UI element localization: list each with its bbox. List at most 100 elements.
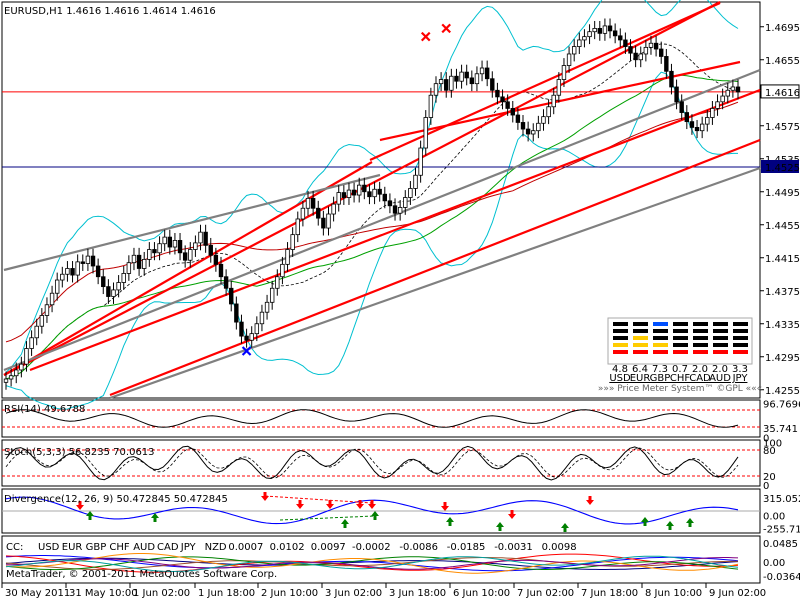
candle <box>720 88 725 110</box>
candle <box>223 269 229 296</box>
candle <box>444 72 449 98</box>
time-tick-label: 6 Jun 10:00 <box>453 588 510 599</box>
trend-line <box>3 173 381 272</box>
candle <box>172 233 178 255</box>
candle <box>638 46 643 68</box>
candle-body <box>24 348 29 365</box>
cc-currency-name: NZD <box>205 542 227 553</box>
meter-bar <box>633 350 648 354</box>
meter-bar <box>633 343 648 347</box>
candle <box>269 280 275 310</box>
candle <box>305 190 311 216</box>
candle <box>213 247 219 272</box>
meter-bar <box>733 336 748 340</box>
candle <box>469 70 475 92</box>
trend-line <box>109 166 761 400</box>
candle-body <box>505 101 510 109</box>
trend-line <box>3 1 721 376</box>
price-tick-label: 1.4255 <box>765 386 800 397</box>
candle-body <box>638 53 643 61</box>
candle-body <box>65 268 70 275</box>
meter-currency: CAD <box>689 373 711 384</box>
candle-body <box>305 197 311 209</box>
meter-value: 0.7 <box>672 364 688 375</box>
trend-line <box>29 88 761 372</box>
time-tick-label: 7 Jun 18:00 <box>581 588 638 599</box>
currency-correlation-panel: USD EUR GBP CHF AUD CAD JPY NZD 0.0007 0.0102 0.00… <box>5 539 800 583</box>
candle-body <box>70 268 75 276</box>
candle-body <box>418 147 423 176</box>
candle-body <box>484 67 490 80</box>
candle-body <box>39 315 45 327</box>
candle <box>111 282 116 304</box>
candle <box>29 330 34 356</box>
candle-body <box>249 333 254 341</box>
candle-body <box>101 276 106 288</box>
candle <box>413 167 418 196</box>
candle-body <box>541 116 546 124</box>
price-tick-label: 1.4575 <box>765 122 800 133</box>
meter-bar <box>613 350 628 354</box>
candle <box>520 115 526 137</box>
candle-body <box>152 249 157 254</box>
trend-line <box>379 60 741 142</box>
candle <box>44 297 50 323</box>
candle-body <box>177 240 183 254</box>
candle <box>60 266 65 288</box>
candle-body <box>520 122 526 130</box>
candle <box>500 89 505 110</box>
time-tick-label: 9 Jun 02:00 <box>709 588 766 599</box>
meter-currency: CHF <box>670 373 691 384</box>
candle-body <box>300 207 306 220</box>
candlesticks <box>3 18 741 390</box>
candle <box>397 200 403 221</box>
candle-body <box>500 96 505 103</box>
horizontal-levels <box>2 91 760 168</box>
cc-currency-value: 0.0102 <box>270 542 305 553</box>
candle-body <box>341 192 347 198</box>
candle-body <box>556 79 562 96</box>
candle <box>505 94 510 116</box>
candle-body <box>95 265 101 278</box>
candle-body <box>182 252 188 261</box>
candle <box>177 233 183 261</box>
candle <box>131 247 137 271</box>
cc-currency-value: 0.0097 <box>311 542 346 553</box>
sub-panel-frame <box>1 535 761 584</box>
candle-body <box>699 123 705 132</box>
candle <box>34 318 39 346</box>
candle <box>188 242 193 268</box>
signal-cross-marker <box>441 23 452 34</box>
candle-body <box>310 197 316 209</box>
meter-value: 7.3 <box>652 364 668 375</box>
trend-line <box>3 68 761 372</box>
marker-stroke <box>241 346 252 356</box>
candle-body <box>203 231 208 246</box>
price-tick-label: 1.4695 <box>765 23 800 34</box>
candle-body <box>408 188 413 198</box>
candle <box>571 39 577 62</box>
candle-body <box>438 79 444 85</box>
stoch-label: Stoch(5,3,3) 56.8235 70.0613 <box>4 447 155 458</box>
meter-bar <box>653 343 668 347</box>
meter-bar <box>693 343 708 347</box>
candle-body <box>3 378 9 383</box>
signal-cross-marker <box>241 346 252 356</box>
bollinger-bands <box>5 0 739 410</box>
candle-body <box>423 117 428 149</box>
time-tick-label: 1 Jun 02:00 <box>133 588 190 599</box>
divergence-up-arrow <box>561 523 569 532</box>
candle <box>95 258 101 285</box>
candle <box>244 328 249 348</box>
candle-body <box>85 255 91 264</box>
divergence-up-arrow <box>641 517 649 526</box>
candle <box>285 242 290 272</box>
candle <box>607 18 613 39</box>
divergence-down-arrow <box>76 501 84 510</box>
candle <box>490 71 495 98</box>
candle <box>643 39 649 62</box>
chart-title: EURUSD,H1 1.4616 1.4616 1.4614 1.4616 <box>4 6 216 17</box>
candle <box>623 32 628 54</box>
meter-bar <box>613 329 628 333</box>
